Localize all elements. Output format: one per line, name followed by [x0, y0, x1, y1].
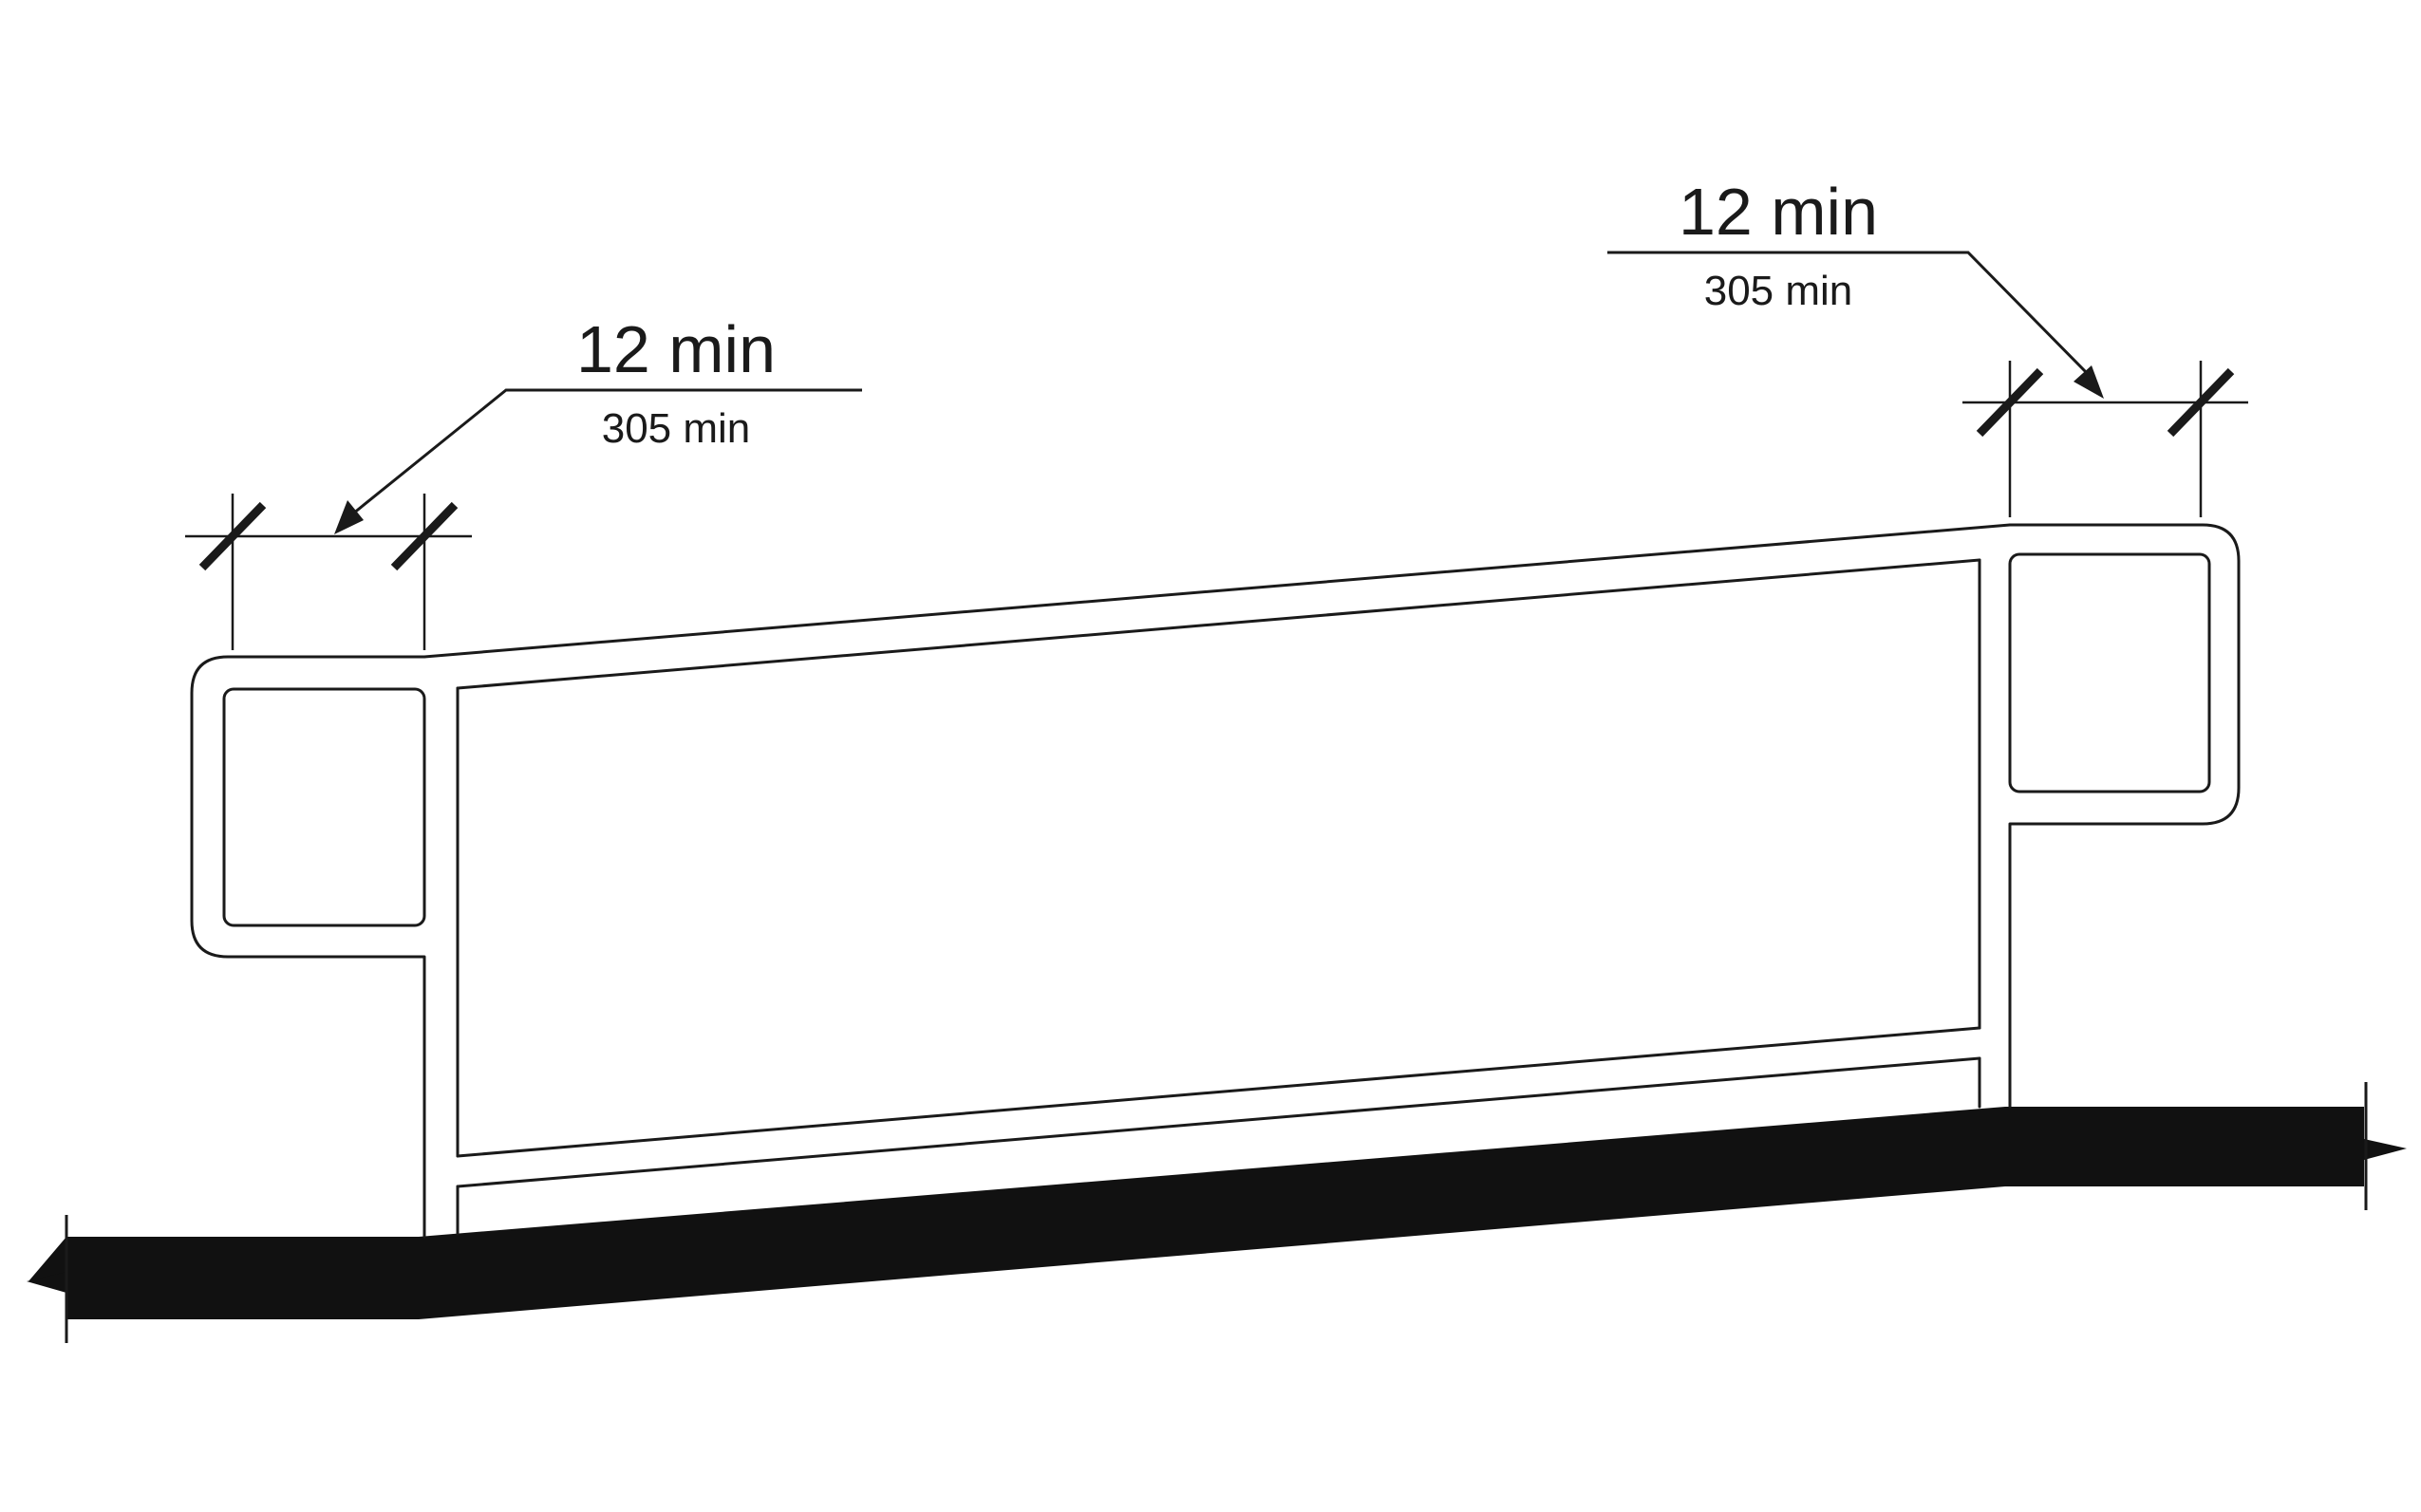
left-dimension: 12 min 305 min: [185, 312, 862, 650]
handrail-right-end: [2008, 523, 2241, 1109]
bottom-rail-top-edge: [456, 1056, 1981, 1188]
left-leader-arrowhead: [334, 500, 364, 534]
handrail-left-end: [190, 655, 460, 1239]
left-tick-a: [198, 501, 267, 571]
ground-slab: [66, 1107, 2364, 1319]
left-dimension-metric: 305 min: [602, 405, 751, 452]
break-notch-right: [2364, 1139, 2407, 1160]
break-notch-left: [27, 1272, 66, 1293]
right-leader-line: [1607, 251, 2091, 377]
right-leader-arrowhead: [2074, 365, 2104, 399]
bottom-rail: [456, 1056, 1981, 1188]
top-rail-upper-edge: [422, 523, 2012, 659]
left-tick-b: [390, 501, 459, 571]
right-dimension-metric: 305 min: [1704, 268, 1853, 314]
infill-panel: [456, 558, 1981, 1158]
top-rail: [422, 523, 2012, 690]
right-tick-b: [2167, 367, 2235, 438]
right-return-inner: [2008, 552, 2211, 793]
right-post-outer: [2008, 523, 2241, 1109]
right-dimension-imperial: 12 min: [1679, 175, 1878, 249]
top-rail-lower-edge: [456, 558, 1981, 690]
ground-surface: [27, 1082, 2407, 1343]
left-dimension-imperial: 12 min: [576, 312, 776, 386]
left-leader-line: [352, 388, 862, 515]
right-tick-a: [1976, 367, 2044, 438]
right-dimension: 12 min 305 min: [1607, 175, 2248, 517]
left-return-inner: [222, 687, 426, 927]
panel-bottom-edge: [456, 1026, 1981, 1158]
left-post-outer: [190, 655, 426, 1239]
